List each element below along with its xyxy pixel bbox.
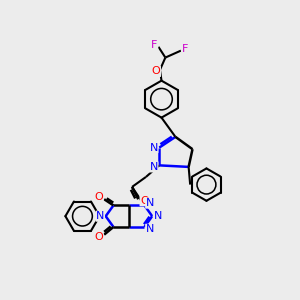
- Text: N: N: [150, 162, 158, 172]
- Text: N: N: [146, 224, 154, 234]
- Text: O: O: [152, 66, 161, 76]
- Text: F: F: [182, 44, 188, 54]
- Text: O: O: [94, 192, 103, 202]
- Text: N: N: [146, 198, 154, 208]
- Text: O: O: [140, 196, 149, 206]
- Text: N: N: [96, 211, 104, 221]
- Text: N: N: [153, 211, 162, 221]
- Text: O: O: [94, 232, 103, 242]
- Text: N: N: [150, 143, 158, 153]
- Text: F: F: [151, 40, 158, 50]
